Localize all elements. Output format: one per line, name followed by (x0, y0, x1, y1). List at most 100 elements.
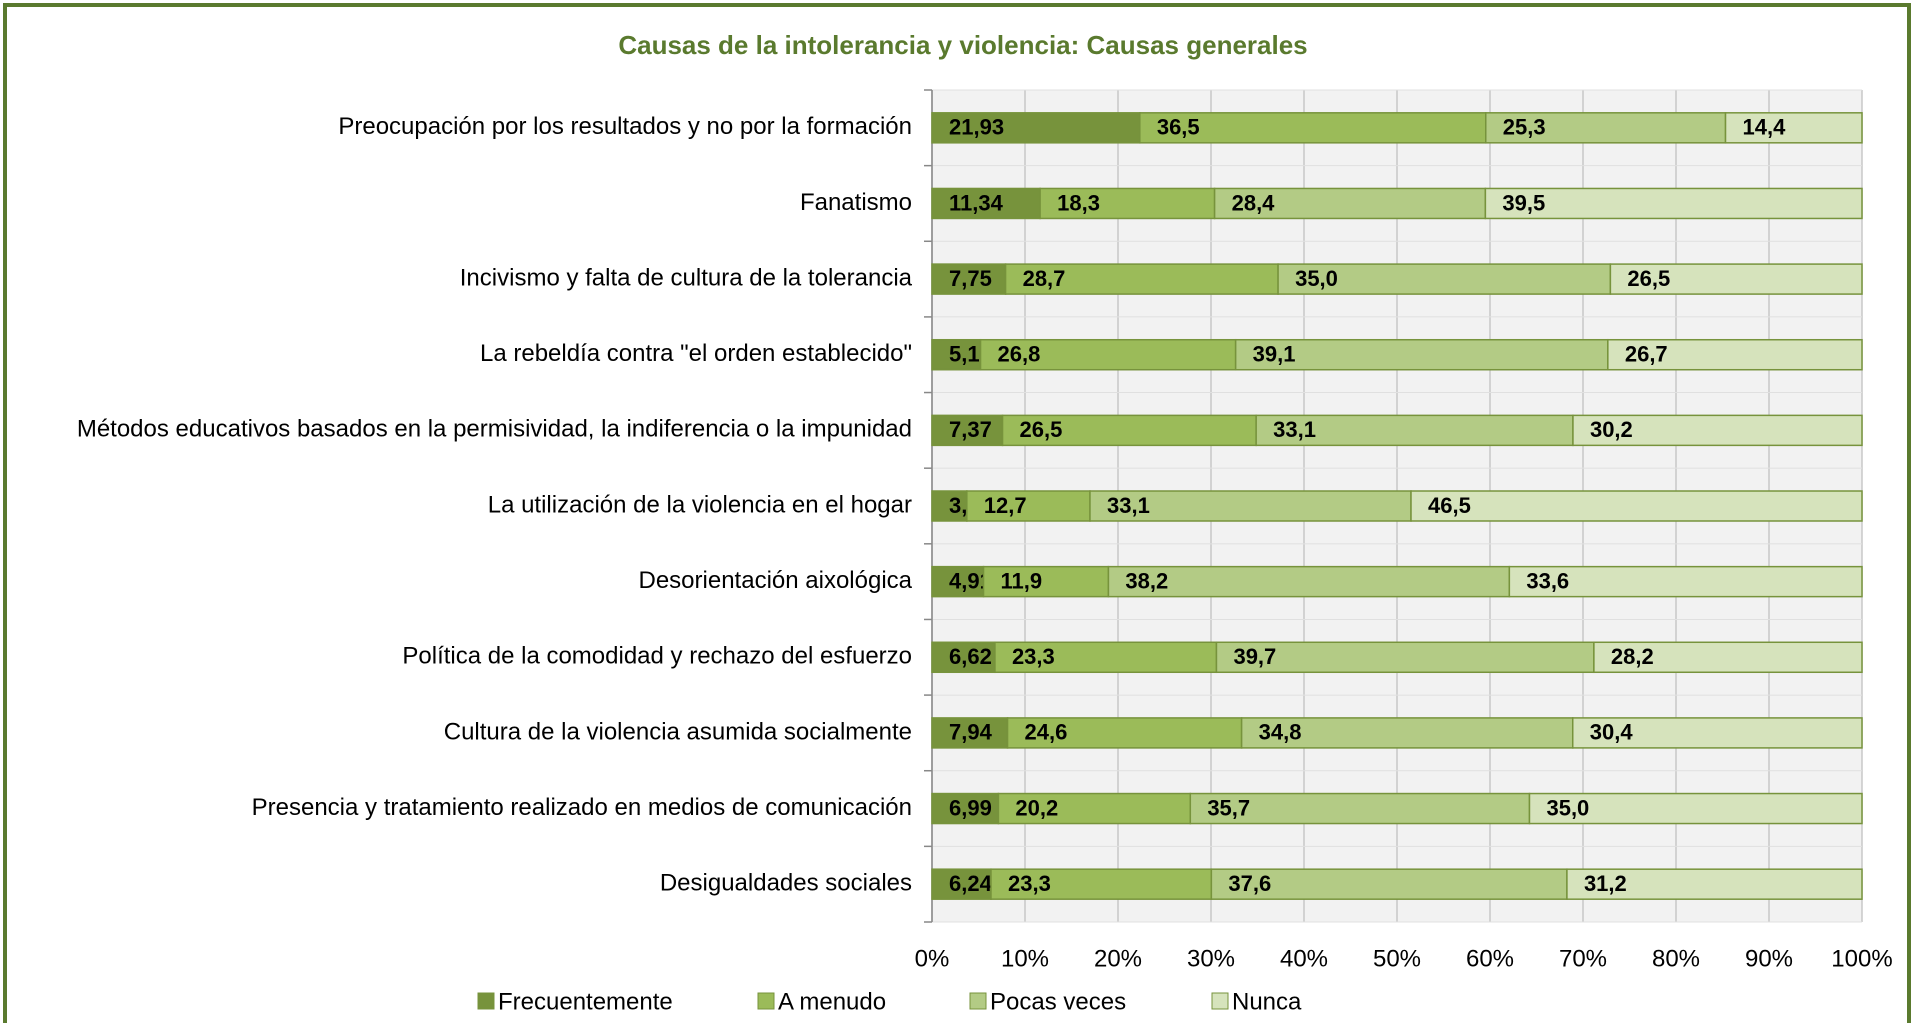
chart-title: Causas de la intolerancia y violencia: C… (618, 30, 1307, 60)
y-tick-label: Fanatismo (800, 189, 912, 216)
data-label: 12,7 (984, 493, 1027, 518)
data-label: 11,9 (1001, 568, 1043, 593)
x-tick-label: 10% (1001, 945, 1049, 972)
bar-segment (1485, 112, 1727, 144)
bar-segment (931, 868, 992, 900)
data-label: 7,94 (949, 720, 993, 745)
x-tick-label: 30% (1187, 945, 1235, 972)
bar-segment (1571, 717, 1863, 749)
data-label: 35,0 (1546, 795, 1589, 820)
bar-segment (1572, 414, 1863, 447)
legend-swatch (1211, 992, 1229, 1010)
legend-label: Pocas veces (990, 988, 1126, 1015)
bar-segment (1234, 338, 1609, 371)
bar-segment (931, 187, 1041, 220)
bar-segment (1240, 717, 1574, 749)
data-label: 28,4 (1232, 190, 1276, 215)
data-label: 30,4 (1590, 720, 1634, 745)
x-tick-label: 40% (1280, 945, 1328, 972)
bar-segment (1189, 792, 1531, 825)
data-label: 6,62 (949, 644, 992, 669)
bar-segment (931, 792, 1000, 825)
legend-swatch (477, 992, 495, 1010)
bar-segment (1566, 868, 1863, 900)
data-label: 33,1 (1107, 493, 1150, 518)
bar-segment (1215, 641, 1595, 674)
data-label: 39,7 (1233, 644, 1276, 669)
y-tick-label: Preocupación por los resultados y no por… (338, 113, 912, 140)
x-tick-label: 100% (1831, 945, 1892, 972)
y-tick-label: Desigualdades sociales (660, 870, 912, 897)
bar-segment (1277, 263, 1612, 295)
data-label: 26,7 (1625, 342, 1668, 367)
bar-segment (1607, 338, 1863, 371)
data-label: 35,0 (1295, 266, 1338, 291)
data-label: 7,37 (949, 417, 992, 442)
data-label: 36,5 (1157, 115, 1200, 140)
bar-segment (1004, 263, 1279, 295)
bar-segment (931, 565, 985, 598)
bar-segment (1528, 792, 1863, 825)
legend-swatch (969, 992, 987, 1010)
bar-segment (1107, 565, 1511, 598)
y-tick-label: Desorientación aixológica (639, 567, 913, 594)
data-label: 46,5 (1428, 493, 1471, 518)
data-label: 37,6 (1228, 871, 1271, 896)
data-label: 25,3 (1503, 115, 1546, 140)
data-label: 28,2 (1611, 644, 1654, 669)
data-label: 34,8 (1259, 720, 1302, 745)
data-label: 26,5 (1020, 417, 1063, 442)
x-tick-label: 60% (1466, 945, 1514, 972)
data-label: 26,8 (998, 342, 1041, 367)
y-tick-label: Política de la comodidad y rechazo del e… (402, 643, 912, 670)
bar-segment (931, 414, 1004, 447)
x-tick-label: 50% (1373, 945, 1421, 972)
data-label: 23,3 (1012, 644, 1055, 669)
data-label: 18,3 (1057, 190, 1100, 215)
data-label: 20,2 (1015, 795, 1058, 820)
y-tick-label: Métodos educativos basados en la permisi… (77, 416, 912, 443)
data-label: 6,99 (949, 795, 992, 820)
bar-segment (1410, 490, 1863, 522)
bar-segment (1484, 187, 1863, 220)
data-label: 38,2 (1125, 568, 1168, 593)
data-label: 7,75 (949, 266, 992, 291)
legend-label: Frecuentemente (498, 988, 673, 1015)
bar-segment (931, 490, 968, 522)
data-label: 26,5 (1627, 266, 1670, 291)
x-tick-label: 80% (1652, 945, 1700, 972)
y-tick-label: La rebeldía contra "el orden establecido… (480, 340, 912, 367)
bar-segment (997, 792, 1192, 825)
data-label: 23,3 (1008, 871, 1051, 896)
x-tick-label: 90% (1745, 945, 1793, 972)
bar-segment (1210, 868, 1568, 900)
data-label: 28,7 (1023, 266, 1066, 291)
data-label: 21,93 (949, 115, 1004, 140)
bar-segment (979, 338, 1237, 371)
data-label: 35,7 (1207, 795, 1250, 820)
bar-segment (1609, 263, 1863, 295)
data-label: 24,6 (1025, 720, 1068, 745)
data-label: 33,6 (1526, 568, 1569, 593)
legend-swatch (757, 992, 775, 1010)
bar-segment (1139, 112, 1487, 144)
legend-label: Nunca (1232, 988, 1302, 1015)
data-label: 14,4 (1743, 115, 1787, 140)
bar-segment (1508, 565, 1863, 598)
bar-segment (931, 338, 982, 371)
data-label: 39,5 (1502, 190, 1545, 215)
y-tick-label: Cultura de la violencia asumida socialme… (444, 718, 912, 745)
data-label: 6,24 (949, 871, 993, 896)
x-tick-label: 0% (915, 945, 950, 972)
data-label: 11,34 (949, 190, 1004, 215)
x-tick-label: 20% (1094, 945, 1142, 972)
bar-segment (994, 641, 1218, 674)
data-label: 33,1 (1273, 417, 1316, 442)
y-tick-label: Incivismo y falta de cultura de la toler… (460, 264, 913, 291)
data-label: 39,1 (1253, 342, 1296, 367)
bar-segment (982, 565, 1110, 598)
data-label: 31,2 (1584, 871, 1627, 896)
bar-segment (1255, 414, 1574, 447)
data-label: 30,2 (1590, 417, 1633, 442)
